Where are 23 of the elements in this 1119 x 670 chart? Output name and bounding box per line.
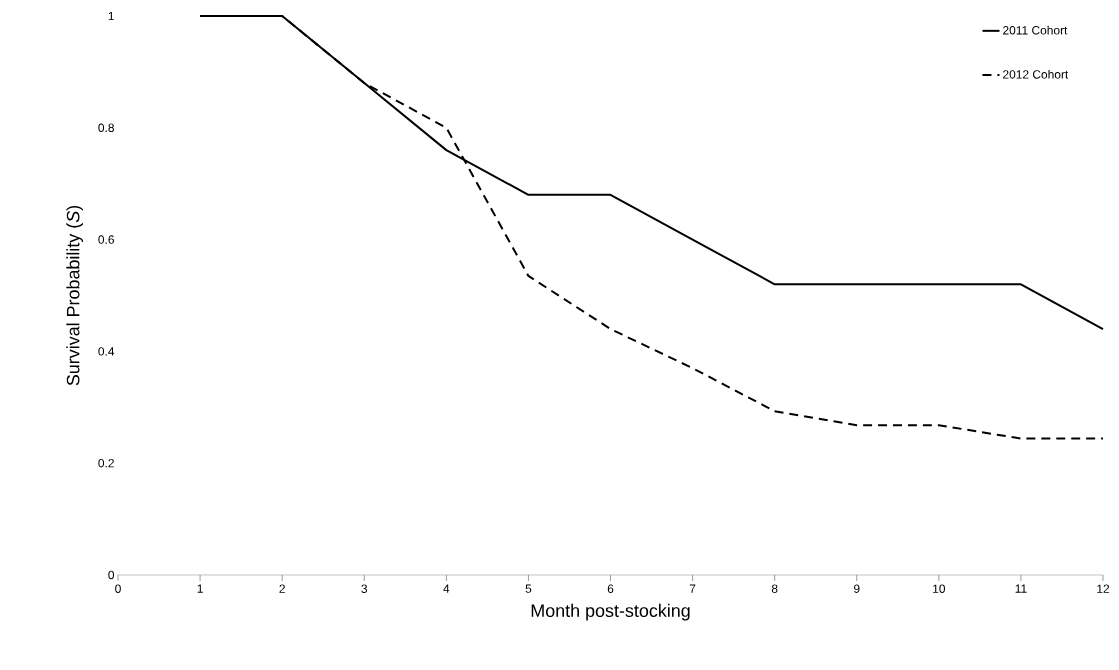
x-tick-label: 11 (1015, 584, 1027, 593)
x-tick-label: 1 (197, 584, 203, 593)
x-tick-label: 7 (689, 584, 696, 593)
y-tick-label: 1 (108, 11, 114, 21)
x-tick-label: 8 (771, 584, 778, 593)
x-tick-label: 4 (443, 584, 450, 593)
x-tick-label: 12 (1097, 584, 1110, 593)
y-tick-label: 0.4 (98, 347, 115, 356)
x-tick-label: 5 (525, 584, 532, 593)
x-axis-title: Month post-stocking (531, 603, 690, 621)
y-tick-label: 0.6 (98, 235, 114, 244)
x-tick-label: 3 (361, 584, 368, 593)
x-tick-label: 9 (854, 584, 860, 593)
x-tick-label: 2 (279, 584, 285, 593)
x-tick-label: 10 (933, 584, 946, 593)
y-tick-label: 0.8 (98, 123, 114, 133)
legend-label: 2011 Cohort (1003, 25, 1068, 35)
x-tick-label: 6 (607, 584, 614, 593)
x-tick-label: 0 (115, 584, 121, 593)
legend-label: 2012 Cohort (1003, 69, 1069, 79)
y-tick-label: 0.2 (98, 458, 114, 468)
y-tick-label: 0 (108, 570, 115, 580)
y-axis-title: Survival Probability (S) (66, 205, 84, 386)
